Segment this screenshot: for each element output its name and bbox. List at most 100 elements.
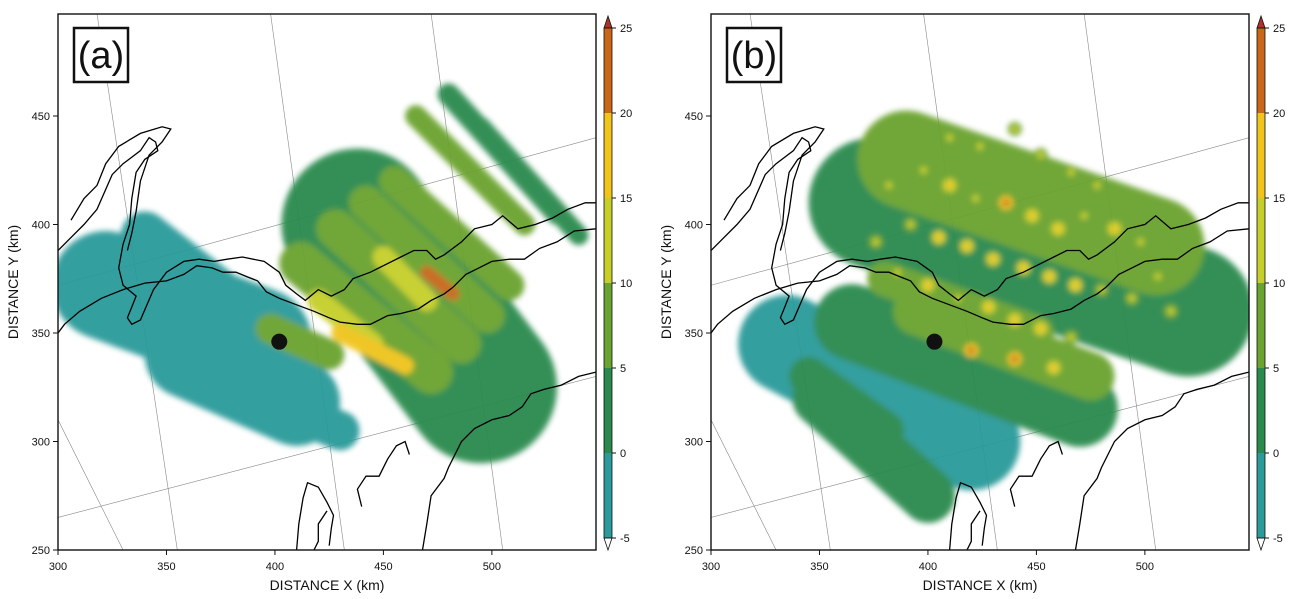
convective-cell-core	[989, 255, 997, 263]
x-tick-label: 450	[374, 561, 392, 573]
reflectivity-band	[331, 324, 414, 375]
y-tick-label: 400	[685, 219, 703, 231]
convective-cell-core	[1093, 181, 1101, 189]
convective-cell-core	[1011, 125, 1019, 133]
colorbar-tick-label: 20	[1273, 108, 1285, 120]
y-tick-label: 350	[685, 328, 703, 340]
x-tick-label: 300	[702, 561, 720, 573]
colorbar-tick-label: 25	[1273, 23, 1285, 35]
colorbar-tick-label: 20	[620, 108, 632, 120]
coastline	[313, 510, 328, 550]
x-axis-label: DISTANCE X (km)	[270, 577, 385, 593]
convective-cell-core	[1128, 294, 1136, 302]
reflectivity-band	[471, 117, 589, 246]
reflectivity-band	[348, 185, 505, 333]
convective-cell-core	[1011, 316, 1019, 324]
y-axis-label: DISTANCE Y (km)	[658, 225, 674, 339]
reflectivity-band	[120, 211, 288, 353]
plot-frame	[710, 13, 1250, 551]
x-tick-label: 450	[1027, 561, 1045, 573]
colorbar-min-arrow	[603, 537, 613, 552]
convective-cell-core	[946, 181, 954, 189]
y-axis-label: DISTANCE Y (km)	[5, 225, 21, 339]
colorbar-segment	[604, 283, 612, 368]
panel-label: (a)	[78, 35, 124, 77]
convective-cell-core	[1080, 212, 1088, 220]
convective-cell-core	[1037, 325, 1045, 333]
colorbar-tick-label: 10	[1273, 278, 1285, 290]
y-tick-label: 450	[32, 111, 50, 123]
colorbar-min-arrow	[1256, 537, 1266, 552]
coastline	[711, 136, 1249, 326]
convective-cell-core	[1071, 281, 1079, 289]
colorbar-tick-label: -5	[620, 533, 630, 545]
reflectivity-band	[255, 313, 345, 370]
graticule-line	[749, 14, 831, 550]
convective-cell-core	[1050, 364, 1058, 372]
colorbar-tick-label: 0	[1273, 448, 1279, 460]
x-tick-label: 350	[810, 561, 828, 573]
graticule-line	[711, 419, 777, 550]
convective-cell-core	[1067, 333, 1075, 341]
colorbar-tick-label: 5	[1273, 363, 1279, 375]
coastline	[356, 440, 411, 507]
coastline	[1009, 440, 1064, 507]
reflectivity-band	[789, 356, 905, 451]
convective-cell-core	[1002, 199, 1010, 207]
convective-cell-core	[1019, 264, 1027, 272]
colorbar-segment	[604, 113, 612, 198]
y-tick-label: 250	[685, 545, 703, 557]
convective-cell-core	[885, 181, 893, 189]
convective-cell-core	[1067, 168, 1075, 176]
coastline	[295, 481, 335, 550]
colorbar-tick-label: 10	[620, 278, 632, 290]
x-tick-label: 300	[49, 561, 67, 573]
reflectivity-field	[738, 110, 1249, 523]
colorbar-segment	[1257, 28, 1265, 113]
colorbar-segment	[1257, 283, 1265, 368]
y-tick-label: 300	[32, 436, 50, 448]
colorbar-tick-label: 15	[1273, 193, 1285, 205]
colorbar-segment	[1257, 113, 1265, 198]
colorbar-segment	[604, 28, 612, 113]
x-tick-label: 500	[483, 561, 501, 573]
convective-cell-core	[894, 268, 902, 276]
y-tick-label: 400	[32, 219, 50, 231]
convective-cell-core	[1137, 238, 1145, 246]
y-tick-label: 450	[685, 111, 703, 123]
convective-cell-core	[920, 166, 928, 174]
convective-cell-core	[954, 294, 962, 302]
reflectivity-band	[814, 284, 1118, 447]
coastline	[58, 228, 596, 334]
coastline	[70, 126, 172, 251]
reflectivity-band	[379, 165, 525, 301]
convective-cell-core	[976, 142, 984, 150]
colorbar-segment	[604, 453, 612, 538]
convective-cell-core	[1011, 355, 1019, 363]
y-tick-label: 250	[32, 545, 50, 557]
convective-cell-core	[972, 194, 980, 202]
convective-cell-core	[1037, 151, 1045, 159]
x-tick-label: 350	[157, 561, 175, 573]
convective-cell-core	[946, 134, 954, 142]
convective-cell-core	[907, 220, 915, 228]
colorbar-segment	[1257, 198, 1265, 283]
reflectivity-band	[212, 367, 360, 451]
colorbar-segment	[1257, 368, 1265, 453]
convective-cell-core	[1054, 225, 1062, 233]
convective-cell-core	[935, 234, 943, 242]
panel-label: (b)	[731, 35, 777, 77]
coastline	[1074, 371, 1249, 550]
x-axis-label: DISTANCE X (km)	[923, 577, 1038, 593]
convective-cell-core	[872, 238, 880, 246]
convective-cell-core	[985, 303, 993, 311]
graticule-line	[58, 419, 124, 550]
panel-label-box	[72, 26, 130, 84]
convective-cell-core	[924, 281, 932, 289]
convective-cell-core	[967, 346, 975, 354]
convective-cell-core	[1045, 273, 1053, 281]
colorbar-tick-label: -5	[1273, 533, 1283, 545]
